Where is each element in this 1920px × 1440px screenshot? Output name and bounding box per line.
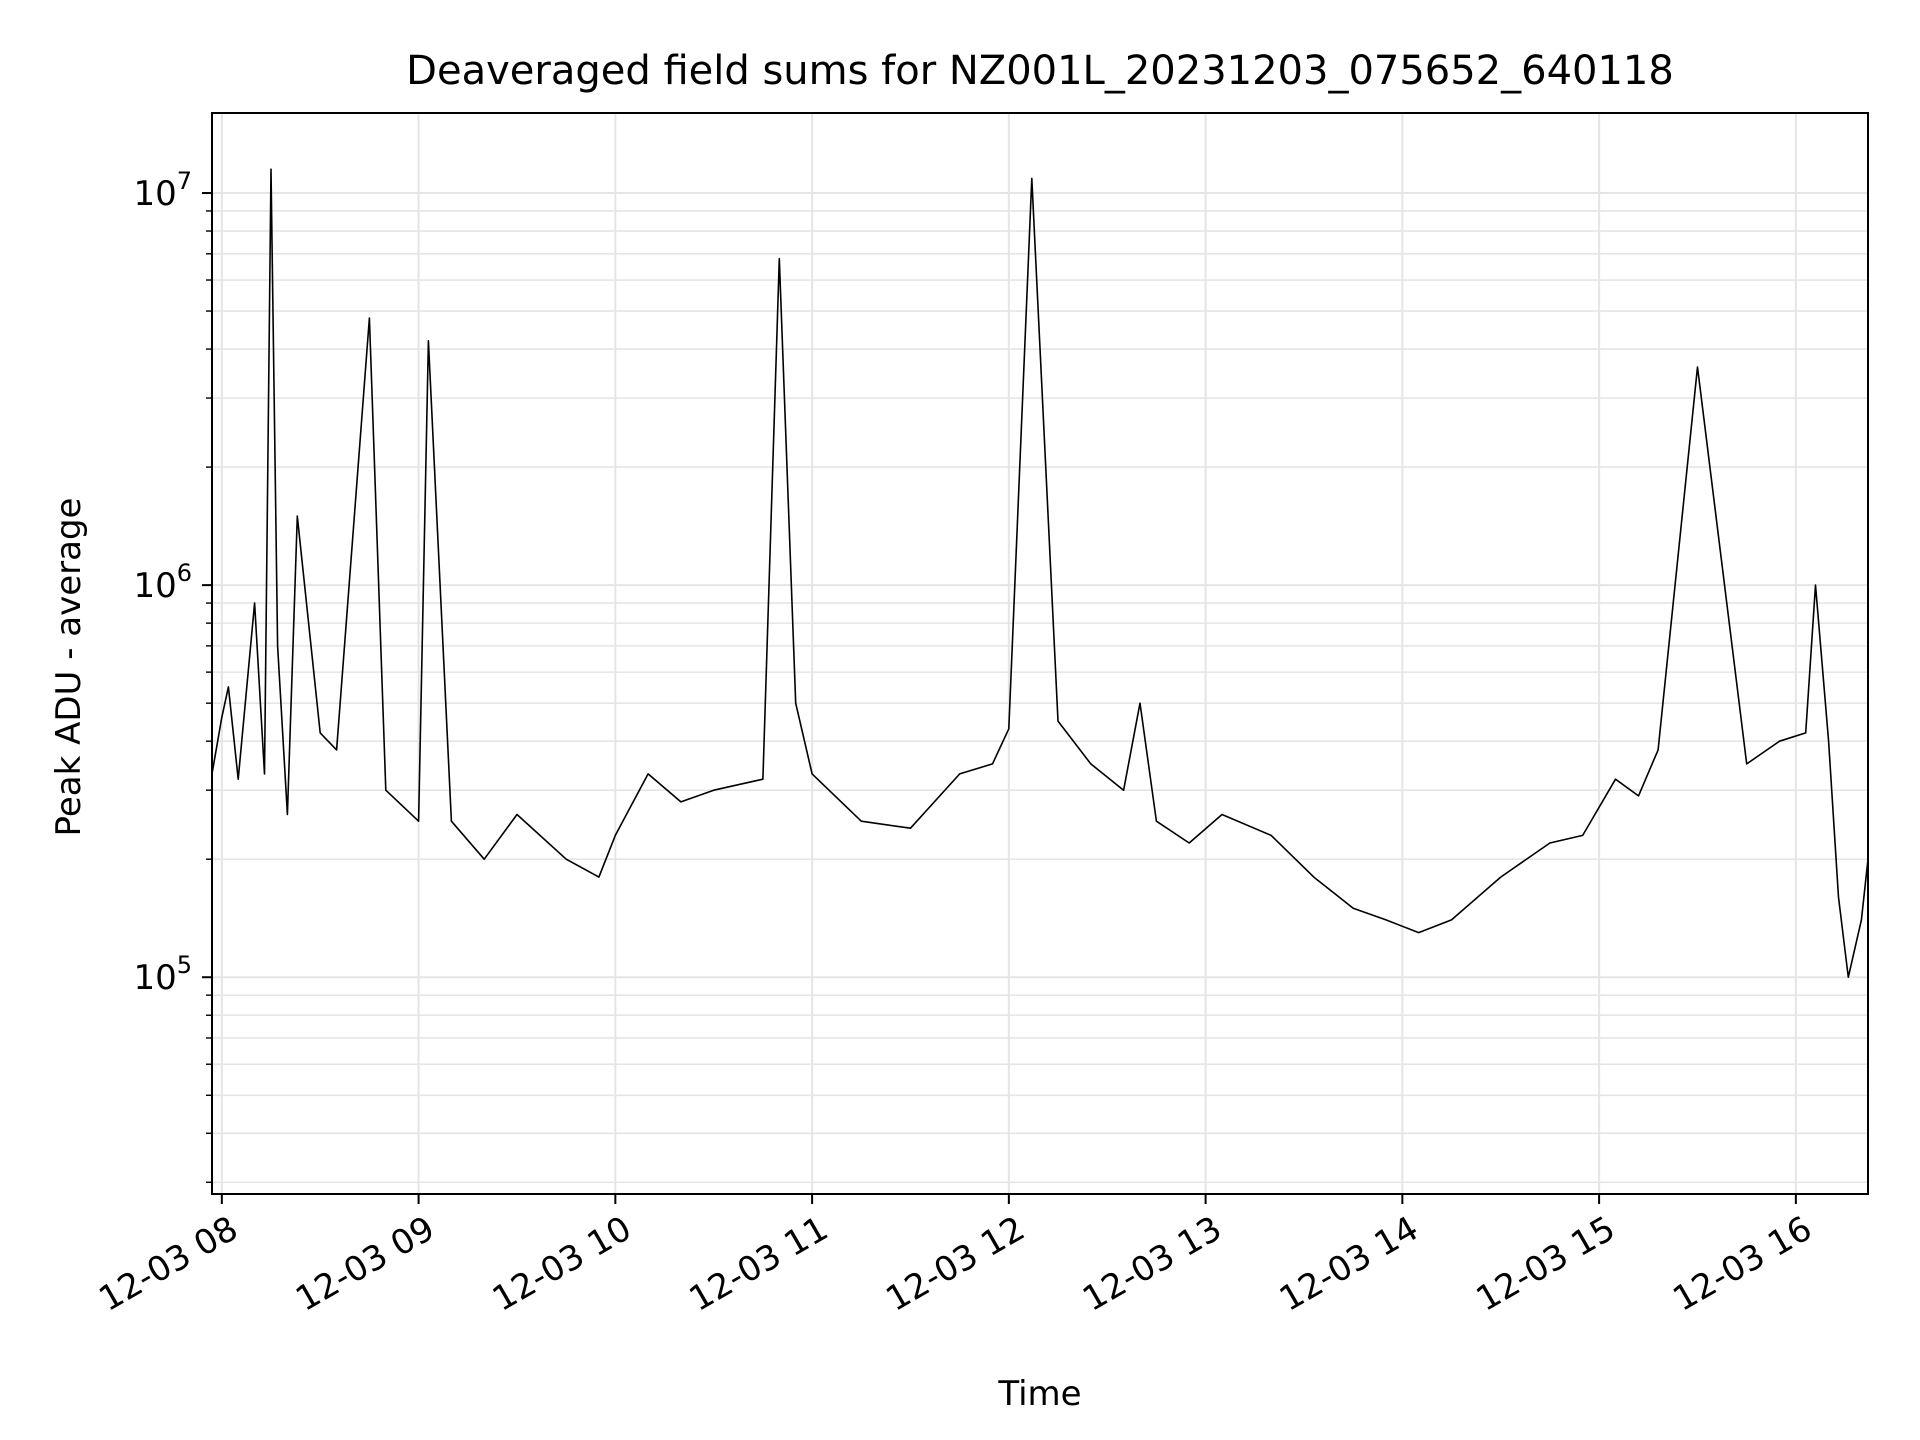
y-tick-label: 106 [133,559,192,606]
gridlines [212,113,1868,1194]
x-tick-label: 12-03 15 [1470,1209,1622,1320]
x-tick-label: 12-03 09 [289,1209,441,1320]
series-line [211,168,1869,979]
x-tick-label: 12-03 16 [1666,1209,1818,1320]
x-tick-label: 12-03 10 [486,1209,638,1320]
y-tick-label: 105 [133,951,192,998]
series-layer [211,168,1869,979]
y-axis-label: Peak ADU - average [49,498,89,837]
x-tick-label: 12-03 12 [879,1209,1031,1320]
x-tick-label: 12-03 13 [1076,1209,1228,1320]
chart-title: Deaveraged field sums for NZ001L_2023120… [406,48,1674,94]
x-tick-label: 12-03 14 [1273,1209,1425,1320]
y-tick-label: 107 [133,167,192,214]
x-axis-label: Time [997,1374,1081,1414]
axis-ticks: 12-03 08 12-03 09 12-03 10 12-03 11 12-03 12… [92,167,1818,1320]
x-tick-label: 12-03 08 [92,1209,244,1320]
plot-area-frame [211,112,1869,1195]
x-tick-label: 12-03 11 [683,1209,835,1320]
